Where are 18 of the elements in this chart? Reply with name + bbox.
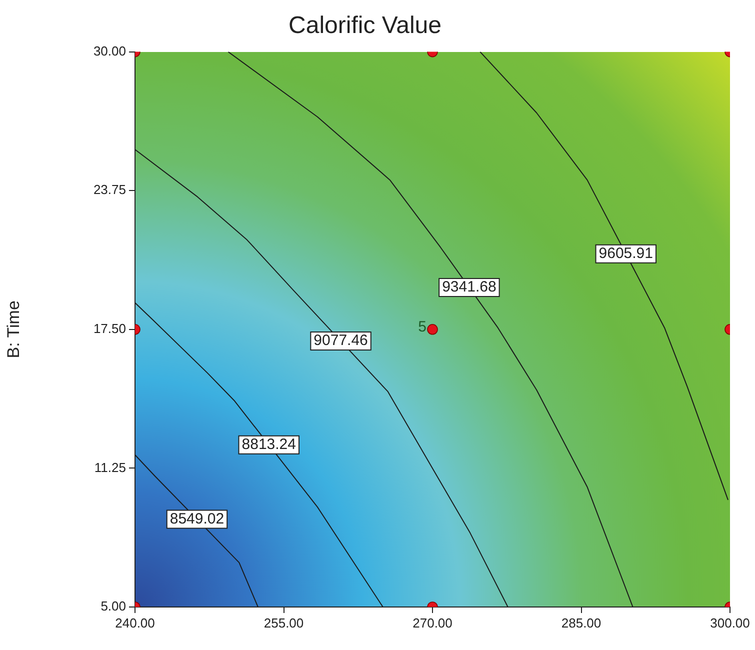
x-tick-label: 240.00 — [115, 615, 155, 630]
y-tick-label: 23.75 — [93, 182, 126, 198]
series-label: 9077.46 — [314, 332, 368, 350]
series-label: 8813.24 — [242, 436, 296, 454]
y-tick-label: 5.00 — [100, 598, 126, 614]
x-tick-label: 270.00 — [412, 615, 452, 630]
series-label: 9605.91 — [598, 245, 653, 262]
x-tick-label: 255.00 — [264, 615, 304, 630]
annotation: 5 — [418, 318, 426, 336]
chart-title: Calorific Value — [288, 12, 442, 40]
x-tick-label: 300.00 — [710, 615, 750, 630]
series-label: 8549.02 — [170, 510, 224, 528]
y-axis-title: B: Time — [4, 300, 23, 358]
series-label: 9341.68 — [442, 278, 496, 296]
y-tick-label: 17.50 — [93, 320, 126, 336]
y-tick-label: 30.00 — [93, 43, 126, 58]
x-tick-label: 285.00 — [561, 615, 602, 630]
y-tick-label: 11.25 — [94, 460, 126, 475]
